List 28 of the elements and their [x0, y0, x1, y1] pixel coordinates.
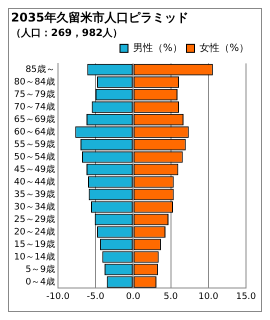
- legend-label: 男性（%）: [132, 42, 183, 54]
- y-tick-label: 55～59歳: [14, 138, 55, 150]
- y-tick-label: 20～24歳: [14, 226, 55, 238]
- y-tick-label: 50～54歳: [14, 151, 55, 162]
- y-tick-label: 30～34歳: [14, 201, 55, 212]
- y-tick-label: 65～69歳: [14, 114, 55, 125]
- y-tick-label: 60～64歳: [14, 126, 55, 138]
- y-tick-label: 10～14歳: [14, 251, 55, 262]
- x-tick-label: 10.0: [198, 292, 219, 302]
- legend-label: 女性（%）: [200, 42, 250, 54]
- y-tick-label: 5～9歳: [25, 264, 55, 275]
- y-tick-label: 0～4歳: [25, 276, 55, 288]
- y-tick-label: 80～84歳: [14, 76, 55, 88]
- x-tick-label: -5.0: [86, 292, 105, 302]
- x-tick-label: -10.0: [46, 292, 70, 302]
- chart-title: 2035年久留米市人口ピラミッド: [11, 10, 188, 24]
- y-tick-label: 85歳～: [25, 64, 55, 75]
- x-tick-label: 5.0: [164, 292, 178, 302]
- y-tick-label: 40～44歳: [14, 176, 55, 188]
- x-tick-label: 15.0: [236, 292, 256, 302]
- y-tick-label: 35～39歳: [14, 188, 55, 200]
- x-tick-label: 0.0: [126, 292, 141, 302]
- y-tick-label: 25～29歳: [14, 214, 55, 225]
- y-tick-label: 45～49歳: [14, 164, 55, 175]
- y-tick-label: 70～74歳: [14, 101, 55, 112]
- chart-subtitle: （人口：269，982人）: [11, 26, 123, 39]
- y-tick-label: 75～79歳: [14, 88, 55, 100]
- y-tick-label: 15～19歳: [14, 238, 55, 250]
